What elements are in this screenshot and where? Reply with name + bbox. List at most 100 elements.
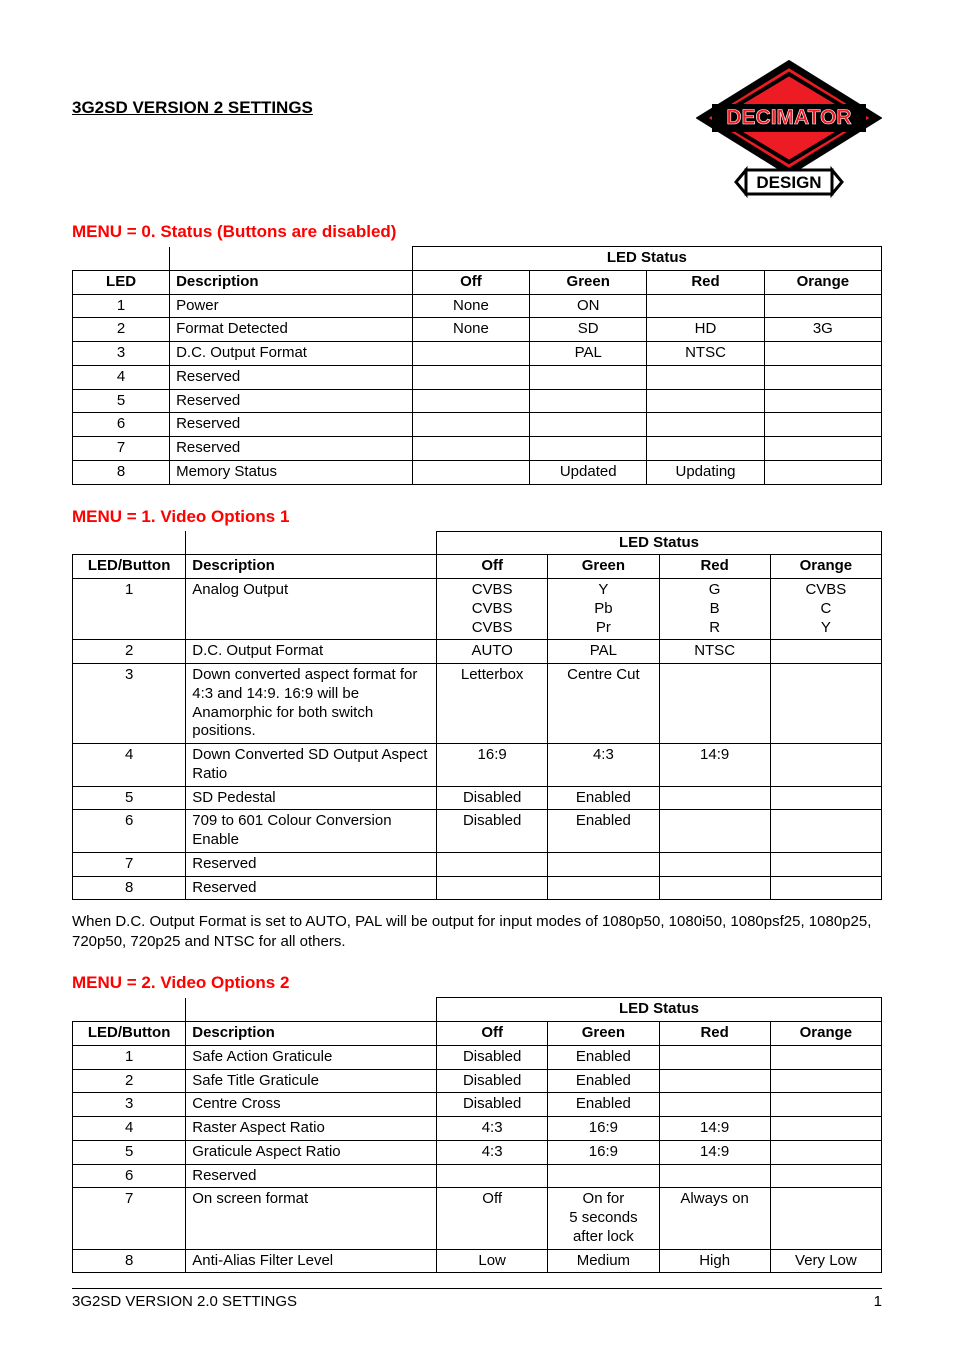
cell-orange <box>764 389 881 413</box>
menu0-heading: MENU = 0. Status (Buttons are disabled) <box>72 222 882 242</box>
cell-orange <box>764 365 881 389</box>
cell-desc: Down converted aspect format for 4:3 and… <box>186 664 437 744</box>
cell-off <box>412 460 529 484</box>
cell-off <box>437 876 548 900</box>
cell-red <box>659 852 770 876</box>
cell-green: 16:9 <box>548 1117 659 1141</box>
cell-green: YPbPr <box>548 579 659 640</box>
cell-off: None <box>412 318 529 342</box>
cell-red <box>659 1164 770 1188</box>
cell-red <box>659 1045 770 1069</box>
cell-desc: SD Pedestal <box>186 786 437 810</box>
cell-green: 16:9 <box>548 1140 659 1164</box>
cell-green <box>548 852 659 876</box>
cell-off <box>412 342 529 366</box>
status-header: LED Status <box>437 998 882 1022</box>
col-desc: Description <box>170 270 413 294</box>
cell-desc: Reserved <box>170 365 413 389</box>
cell-orange: CVBSCY <box>770 579 881 640</box>
table-row: 4Down Converted SD Output Aspect Ratio16… <box>73 744 882 787</box>
cell-off <box>437 852 548 876</box>
table-row: 5Reserved <box>73 389 882 413</box>
table-row: 2D.C. Output FormatAUTOPALNTSC <box>73 640 882 664</box>
cell-red <box>647 437 764 461</box>
table-row: 4Raster Aspect Ratio4:316:914:9 <box>73 1117 882 1141</box>
table-row: 6Reserved <box>73 413 882 437</box>
cell-green: 4:3 <box>548 744 659 787</box>
cell-desc: Graticule Aspect Ratio <box>186 1140 437 1164</box>
footer-left: 3G2SD VERSION 2.0 SETTINGS <box>72 1293 297 1310</box>
cell-green <box>548 876 659 900</box>
cell-led: 2 <box>73 640 186 664</box>
cell-red: GBR <box>659 579 770 640</box>
cell-desc: Reserved <box>186 1164 437 1188</box>
cell-desc: Raster Aspect Ratio <box>186 1117 437 1141</box>
cell-led: 7 <box>73 852 186 876</box>
col-green: Green <box>530 270 647 294</box>
cell-off: Disabled <box>437 1045 548 1069</box>
cell-red <box>659 876 770 900</box>
table-header-row: LED Description Off Green Red Orange <box>73 270 882 294</box>
cell-desc: Format Detected <box>170 318 413 342</box>
cell-red <box>659 664 770 744</box>
col-led: LED/Button <box>73 1022 186 1046</box>
cell-green <box>530 437 647 461</box>
table-header-row: LED/Button Description Off Green Red Ora… <box>73 555 882 579</box>
cell-led: 5 <box>73 786 186 810</box>
cell-desc: Safe Title Graticule <box>186 1069 437 1093</box>
cell-desc: Reserved <box>170 389 413 413</box>
table-row: 8Anti-Alias Filter LevelLowMediumHighVer… <box>73 1249 882 1273</box>
table-header-row: LED Status <box>73 247 882 271</box>
cell-green: Enabled <box>548 1045 659 1069</box>
cell-desc: Reserved <box>186 876 437 900</box>
cell-orange <box>770 1069 881 1093</box>
cell-orange <box>764 437 881 461</box>
cell-led: 6 <box>73 413 170 437</box>
cell-orange <box>770 786 881 810</box>
menu1-heading: MENU = 1. Video Options 1 <box>72 507 882 527</box>
cell-off: Low <box>437 1249 548 1273</box>
cell-led: 6 <box>73 1164 186 1188</box>
cell-led: 1 <box>73 294 170 318</box>
cell-green: PAL <box>530 342 647 366</box>
cell-green <box>530 413 647 437</box>
cell-red <box>659 1069 770 1093</box>
cell-led: 5 <box>73 389 170 413</box>
cell-off: Disabled <box>437 1093 548 1117</box>
cell-red: High <box>659 1249 770 1273</box>
cell-orange <box>770 664 881 744</box>
cell-desc: D.C. Output Format <box>186 640 437 664</box>
cell-led: 4 <box>73 365 170 389</box>
cell-desc: Centre Cross <box>186 1093 437 1117</box>
cell-red <box>659 810 770 853</box>
cell-green <box>530 365 647 389</box>
table-row: 1Analog OutputCVBSCVBSCVBSYPbPrGBRCVBSCY <box>73 579 882 640</box>
col-orange: Orange <box>770 555 881 579</box>
cell-green: PAL <box>548 640 659 664</box>
table-row: 1Safe Action GraticuleDisabledEnabled <box>73 1045 882 1069</box>
cell-led: 8 <box>73 460 170 484</box>
cell-off <box>412 413 529 437</box>
cell-off: Off <box>437 1188 548 1249</box>
col-red: Red <box>659 1022 770 1046</box>
cell-off: None <box>412 294 529 318</box>
cell-orange <box>770 1140 881 1164</box>
cell-led: 7 <box>73 437 170 461</box>
col-led: LED/Button <box>73 555 186 579</box>
table-header-row: LED/Button Description Off Green Red Ora… <box>73 1022 882 1046</box>
table-row: 2Format DetectedNoneSDHD3G <box>73 318 882 342</box>
cell-led: 2 <box>73 318 170 342</box>
cell-desc: Reserved <box>170 413 413 437</box>
cell-led: 2 <box>73 1069 186 1093</box>
cell-off <box>437 1164 548 1188</box>
cell-red <box>647 365 764 389</box>
cell-off: CVBSCVBSCVBS <box>437 579 548 640</box>
cell-green: Enabled <box>548 786 659 810</box>
cell-green: Updated <box>530 460 647 484</box>
cell-orange: Very Low <box>770 1249 881 1273</box>
col-off: Off <box>412 270 529 294</box>
table-row: 5SD PedestalDisabledEnabled <box>73 786 882 810</box>
cell-desc: Down Converted SD Output Aspect Ratio <box>186 744 437 787</box>
cell-green: Centre Cut <box>548 664 659 744</box>
cell-green: ON <box>530 294 647 318</box>
